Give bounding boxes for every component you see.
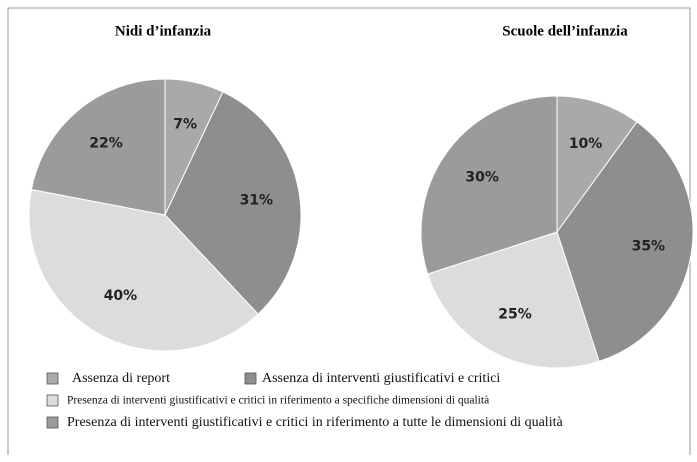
legend-swatch — [244, 372, 257, 385]
value-label: 22% — [89, 136, 123, 152]
pie-slice — [164, 91, 302, 315]
value-label: 40% — [104, 288, 138, 304]
legend-swatch — [46, 416, 59, 429]
value-label: 10% — [569, 136, 603, 152]
chart-title: Nidi d’infanzia — [115, 23, 212, 39]
legend-swatch — [46, 394, 59, 407]
legend-swatch — [46, 372, 59, 385]
pie-slice — [420, 95, 558, 275]
chart-title: Scuole dell’infanzia — [502, 23, 628, 39]
pie-slice — [556, 95, 638, 234]
value-label: 30% — [465, 170, 499, 186]
value-label: 25% — [498, 306, 532, 322]
pie-slice — [556, 121, 694, 362]
pie-slice — [30, 78, 166, 216]
value-label: 35% — [632, 238, 666, 254]
value-label: 7% — [173, 117, 197, 133]
pie-slice — [28, 188, 259, 352]
legend-label: Assenza di report — [72, 371, 170, 386]
value-label: 31% — [240, 193, 274, 209]
legend-label: Presenza di interventi giustificativi e … — [67, 395, 489, 407]
legend-label: Presenza di interventi giustificativi e … — [67, 415, 563, 430]
pie-slice — [427, 231, 600, 369]
legend-label: Assenza di interventi giustificativi e c… — [262, 371, 500, 386]
